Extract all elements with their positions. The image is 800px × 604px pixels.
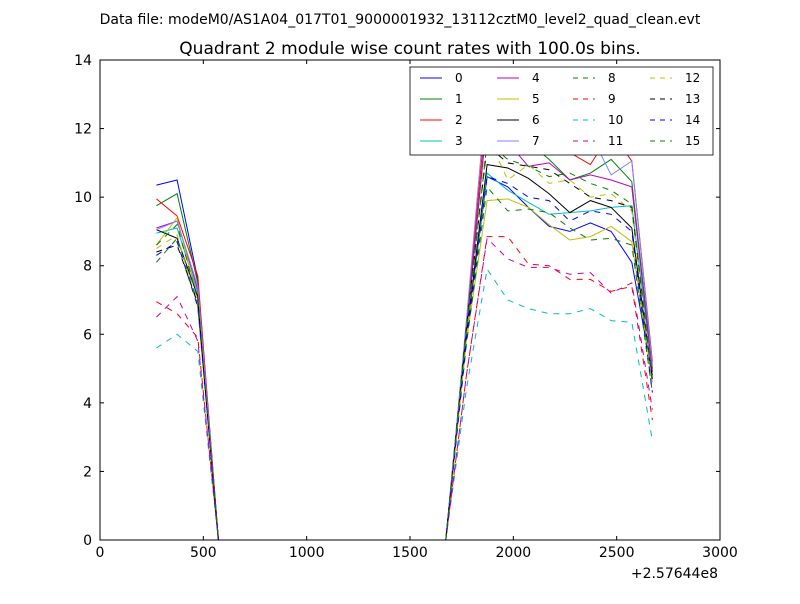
- legend-label-11: 11: [608, 134, 623, 148]
- x-tick-label: 2000: [496, 545, 532, 561]
- y-tick-label: 10: [74, 190, 92, 206]
- legend-label-1: 1: [455, 92, 463, 106]
- y-tick-label: 8: [83, 259, 92, 275]
- y-tick-label: 4: [83, 396, 92, 412]
- series-line-11: [156, 237, 653, 541]
- y-tick-label: 14: [74, 53, 92, 69]
- legend-label-2: 2: [455, 113, 463, 127]
- x-tick-label: 2500: [599, 545, 635, 561]
- y-tick-label: 12: [74, 122, 92, 138]
- x-tick-label: 1000: [289, 545, 325, 561]
- legend-label-8: 8: [608, 71, 616, 85]
- legend-label-13: 13: [685, 92, 700, 106]
- x-tick-label: 0: [96, 545, 105, 561]
- legend-label-14: 14: [685, 113, 700, 127]
- y-tick-label: 6: [83, 327, 92, 343]
- legend-label-15: 15: [685, 134, 700, 148]
- x-tick-label: 500: [190, 545, 217, 561]
- legend-label-3: 3: [455, 134, 463, 148]
- legend-label-0: 0: [455, 71, 463, 85]
- x-tick-label: 3000: [702, 545, 738, 561]
- x-tick-label: 1500: [392, 545, 428, 561]
- legend-label-4: 4: [532, 71, 540, 85]
- legend-label-6: 6: [532, 113, 540, 127]
- legend-frame: [409, 66, 714, 156]
- series-line-15: [156, 141, 653, 541]
- series-line-10: [156, 267, 653, 541]
- y-tick-label: 0: [83, 533, 92, 549]
- legend-label-12: 12: [685, 71, 700, 85]
- legend-label-9: 9: [608, 92, 616, 106]
- legend-label-5: 5: [532, 92, 540, 106]
- data-file-suptitle: Data file: modeM0/AS1A04_017T01_90000019…: [100, 12, 701, 28]
- chart-title: Quadrant 2 module wise count rates with …: [179, 39, 640, 59]
- y-tick-label: 2: [83, 464, 92, 480]
- x-offset-label: +2.57644e8: [631, 566, 718, 582]
- legend-label-10: 10: [608, 113, 623, 127]
- legend-label-7: 7: [532, 134, 540, 148]
